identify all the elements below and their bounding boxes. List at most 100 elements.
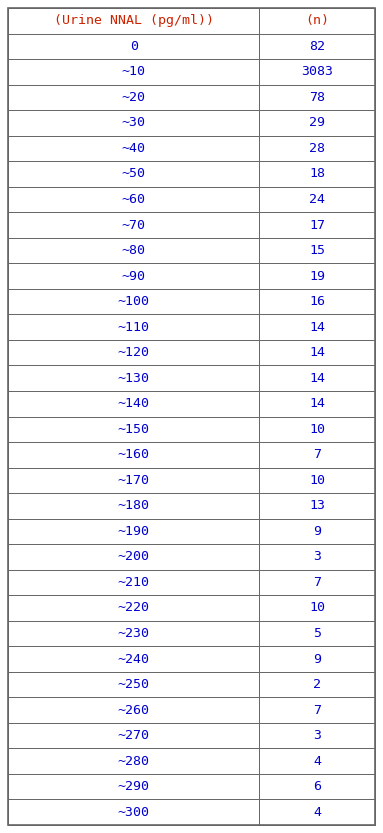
Text: 28: 28 [309, 142, 325, 155]
Bar [259, 263, 375, 289]
Text: ~90: ~90 [122, 270, 146, 282]
Text: 13: 13 [309, 499, 325, 512]
Bar [8, 570, 259, 596]
Text: 14: 14 [309, 397, 325, 410]
Text: ~250: ~250 [118, 678, 150, 691]
Bar [8, 621, 259, 646]
Bar [8, 85, 259, 110]
Bar [8, 467, 259, 493]
Bar [259, 800, 375, 825]
Text: 10: 10 [309, 474, 325, 486]
Bar [8, 162, 259, 187]
Bar [259, 467, 375, 493]
Text: ~220: ~220 [118, 601, 150, 615]
Text: 4: 4 [313, 806, 321, 819]
Text: 10: 10 [309, 423, 325, 436]
Text: 15: 15 [309, 244, 325, 257]
Text: ~180: ~180 [118, 499, 150, 512]
Text: ~70: ~70 [122, 218, 146, 232]
Bar [8, 416, 259, 442]
Text: 7: 7 [313, 448, 321, 461]
Text: 24: 24 [309, 193, 325, 206]
Bar [8, 366, 259, 391]
Text: 10: 10 [309, 601, 325, 615]
Text: 3: 3 [313, 551, 321, 563]
Bar [8, 263, 259, 289]
Text: 18: 18 [309, 167, 325, 181]
Bar [259, 416, 375, 442]
Text: 14: 14 [309, 321, 325, 334]
Bar [259, 646, 375, 671]
Bar [8, 59, 259, 85]
Bar [259, 774, 375, 800]
Bar [8, 314, 259, 340]
Text: 16: 16 [309, 295, 325, 308]
Text: ~300: ~300 [118, 806, 150, 819]
Bar [8, 136, 259, 162]
Bar [8, 723, 259, 748]
Bar [8, 671, 259, 697]
Bar [259, 33, 375, 59]
Bar [8, 340, 259, 366]
Bar [259, 59, 375, 85]
Text: ~60: ~60 [122, 193, 146, 206]
Text: ~210: ~210 [118, 576, 150, 589]
Text: 19: 19 [309, 270, 325, 282]
Bar [8, 596, 259, 621]
Bar [8, 493, 259, 519]
Text: 3083: 3083 [301, 65, 333, 78]
Bar [259, 289, 375, 314]
Bar [8, 237, 259, 263]
Bar [259, 442, 375, 467]
Bar [259, 136, 375, 162]
Bar [259, 366, 375, 391]
Bar [8, 748, 259, 774]
Text: 14: 14 [309, 372, 325, 385]
Text: ~240: ~240 [118, 652, 150, 666]
Text: ~20: ~20 [122, 91, 146, 104]
Bar [259, 621, 375, 646]
Text: 7: 7 [313, 576, 321, 589]
Text: 2: 2 [313, 678, 321, 691]
Text: ~290: ~290 [118, 781, 150, 793]
Text: 78: 78 [309, 91, 325, 104]
Text: 17: 17 [309, 218, 325, 232]
Bar [259, 519, 375, 544]
Bar [259, 162, 375, 187]
Text: ~230: ~230 [118, 627, 150, 640]
Bar [8, 544, 259, 570]
Bar [259, 187, 375, 212]
Bar [259, 671, 375, 697]
Text: ~100: ~100 [118, 295, 150, 308]
Text: 6: 6 [313, 781, 321, 793]
Text: ~110: ~110 [118, 321, 150, 334]
Bar [8, 519, 259, 544]
Text: ~200: ~200 [118, 551, 150, 563]
Bar [259, 340, 375, 366]
Text: ~30: ~30 [122, 117, 146, 129]
Text: (Urine NNAL (pg/ml)): (Urine NNAL (pg/ml)) [54, 14, 214, 27]
Bar [259, 314, 375, 340]
Bar [8, 8, 259, 33]
Text: 82: 82 [309, 40, 325, 52]
Bar [259, 85, 375, 110]
Bar [259, 596, 375, 621]
Bar [259, 697, 375, 723]
Text: ~170: ~170 [118, 474, 150, 486]
Text: 5: 5 [313, 627, 321, 640]
Text: ~130: ~130 [118, 372, 150, 385]
Text: 3: 3 [313, 729, 321, 742]
Text: (n): (n) [305, 14, 329, 27]
Bar [8, 110, 259, 136]
Text: ~50: ~50 [122, 167, 146, 181]
Text: ~260: ~260 [118, 704, 150, 716]
Bar [259, 212, 375, 237]
Text: ~190: ~190 [118, 525, 150, 538]
Bar [8, 646, 259, 671]
Bar [8, 289, 259, 314]
Bar [259, 237, 375, 263]
Bar [8, 187, 259, 212]
Bar [259, 748, 375, 774]
Bar [8, 442, 259, 467]
Bar [259, 110, 375, 136]
